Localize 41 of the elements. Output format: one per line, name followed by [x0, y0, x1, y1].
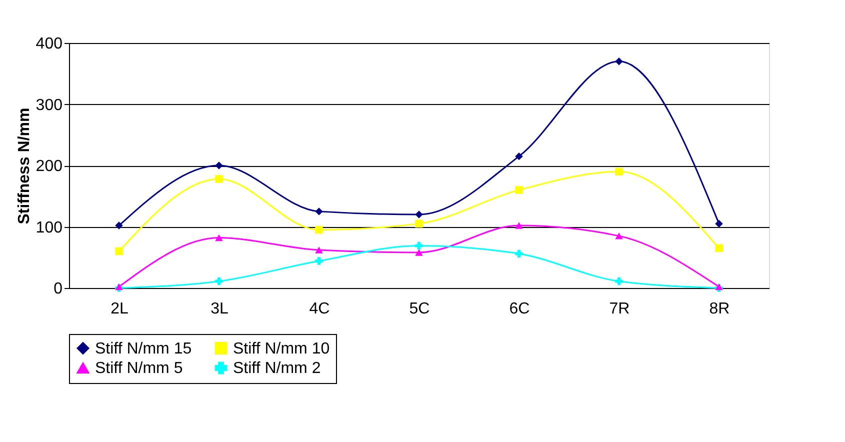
x-tick-label: 4C	[309, 300, 330, 318]
point	[715, 220, 723, 228]
point	[215, 162, 223, 170]
x-tick-label: 2L	[110, 300, 128, 318]
point	[215, 277, 223, 286]
point	[315, 226, 323, 234]
point	[515, 222, 523, 229]
point	[215, 234, 223, 242]
point	[515, 152, 523, 160]
point	[415, 210, 423, 218]
point	[415, 249, 423, 256]
y-tick-label: 200	[36, 158, 63, 175]
y-axis-title: Stiffness N/mm	[16, 108, 33, 224]
y-tick-label: 300	[36, 96, 63, 114]
point	[615, 168, 623, 176]
legend-label: Stiff N/mm 15	[95, 340, 192, 358]
x-tick-label: 3L	[210, 300, 228, 318]
point	[715, 244, 723, 252]
legend-label: Stiff N/mm 5	[95, 360, 183, 377]
x-tick-label: 7R	[609, 300, 630, 318]
y-tick-label: 0	[54, 280, 63, 298]
point	[315, 246, 323, 254]
point	[415, 220, 423, 228]
x-tick-label: 8R	[709, 300, 730, 318]
point	[615, 58, 623, 66]
x-tick-label: 6C	[509, 300, 530, 318]
legend-label: Stiff N/mm 2	[233, 360, 321, 377]
point	[115, 222, 123, 230]
y-tick-label: 400	[36, 36, 63, 52]
point	[415, 242, 423, 250]
point	[115, 247, 123, 256]
x-tick-label: 5C	[409, 300, 430, 318]
point	[515, 250, 523, 258]
point	[215, 175, 223, 183]
point	[615, 232, 623, 240]
y-tick-label: 100	[36, 219, 63, 236]
point	[515, 186, 523, 194]
legend-label: Stiff N/mm 10	[233, 340, 330, 358]
point	[315, 208, 323, 216]
point	[315, 257, 323, 265]
point	[615, 277, 623, 286]
